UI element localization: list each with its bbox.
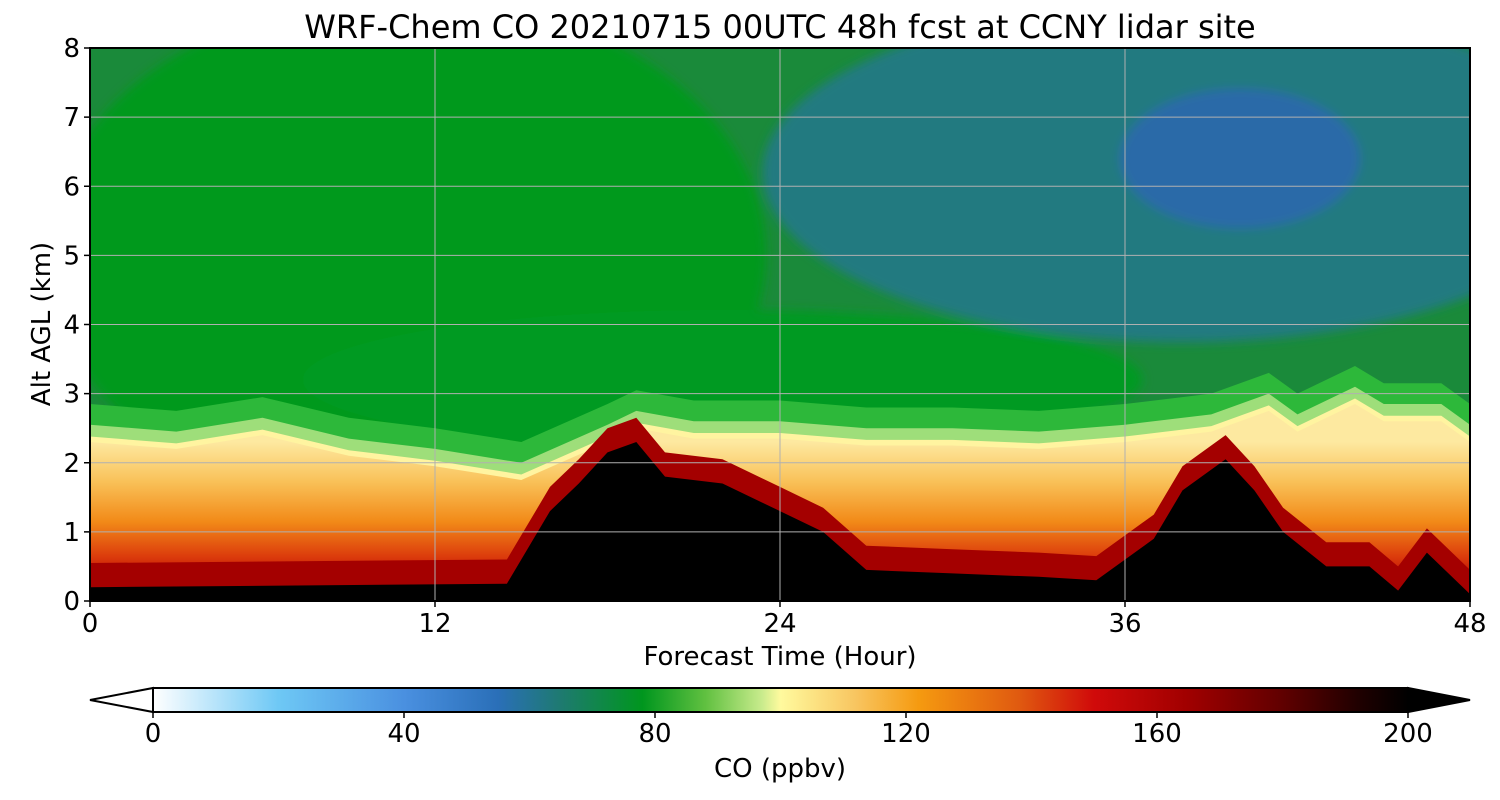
colorbar-tick-label: 200 (1383, 719, 1433, 749)
colorbar-label: CO (ppbv) (714, 754, 846, 784)
x-axis-label: Forecast Time (Hour) (643, 642, 916, 672)
colorbar-extend-low (89, 686, 154, 714)
y-tick-label: 0 (63, 587, 80, 617)
x-tick-label: 24 (763, 609, 796, 639)
y-tick-label: 7 (63, 103, 80, 133)
plot-area (90, 48, 1470, 601)
y-tick-label: 4 (63, 311, 80, 341)
y-tick-label: 8 (63, 34, 80, 64)
x-tick-label: 0 (82, 609, 99, 639)
colorbar-tick-label: 120 (881, 719, 931, 749)
y-axis-ticks: 0 1 2 3 4 5 6 7 8 (63, 34, 90, 617)
chart-title: WRF-Chem CO 20210715 00UTC 48h fcst at C… (304, 8, 1255, 46)
x-tick-label: 36 (1108, 609, 1141, 639)
upper-air-shading (90, 48, 1470, 516)
x-tick-label: 48 (1453, 609, 1486, 639)
y-tick-label: 5 (63, 241, 80, 271)
colorbar-extend-high (1407, 686, 1471, 714)
colorbar-tick-label: 0 (145, 719, 162, 749)
blue-core-region (1120, 88, 1360, 229)
y-tick-label: 1 (63, 518, 80, 548)
colorbar-bar (152, 687, 1409, 713)
colorbar: 0 40 80 120 160 200 (89, 686, 1471, 749)
x-axis-ticks: 0 12 24 36 48 (82, 601, 1487, 639)
y-tick-label: 2 (63, 449, 80, 479)
x-tick-label: 12 (418, 609, 451, 639)
colorbar-tick-label: 160 (1132, 719, 1182, 749)
y-tick-label: 6 (63, 172, 80, 202)
colorbar-tick-label: 40 (387, 719, 420, 749)
colorbar-tick-label: 80 (638, 719, 671, 749)
y-axis-label: Alt AGL (km) (27, 242, 57, 406)
y-tick-label: 3 (63, 380, 80, 410)
